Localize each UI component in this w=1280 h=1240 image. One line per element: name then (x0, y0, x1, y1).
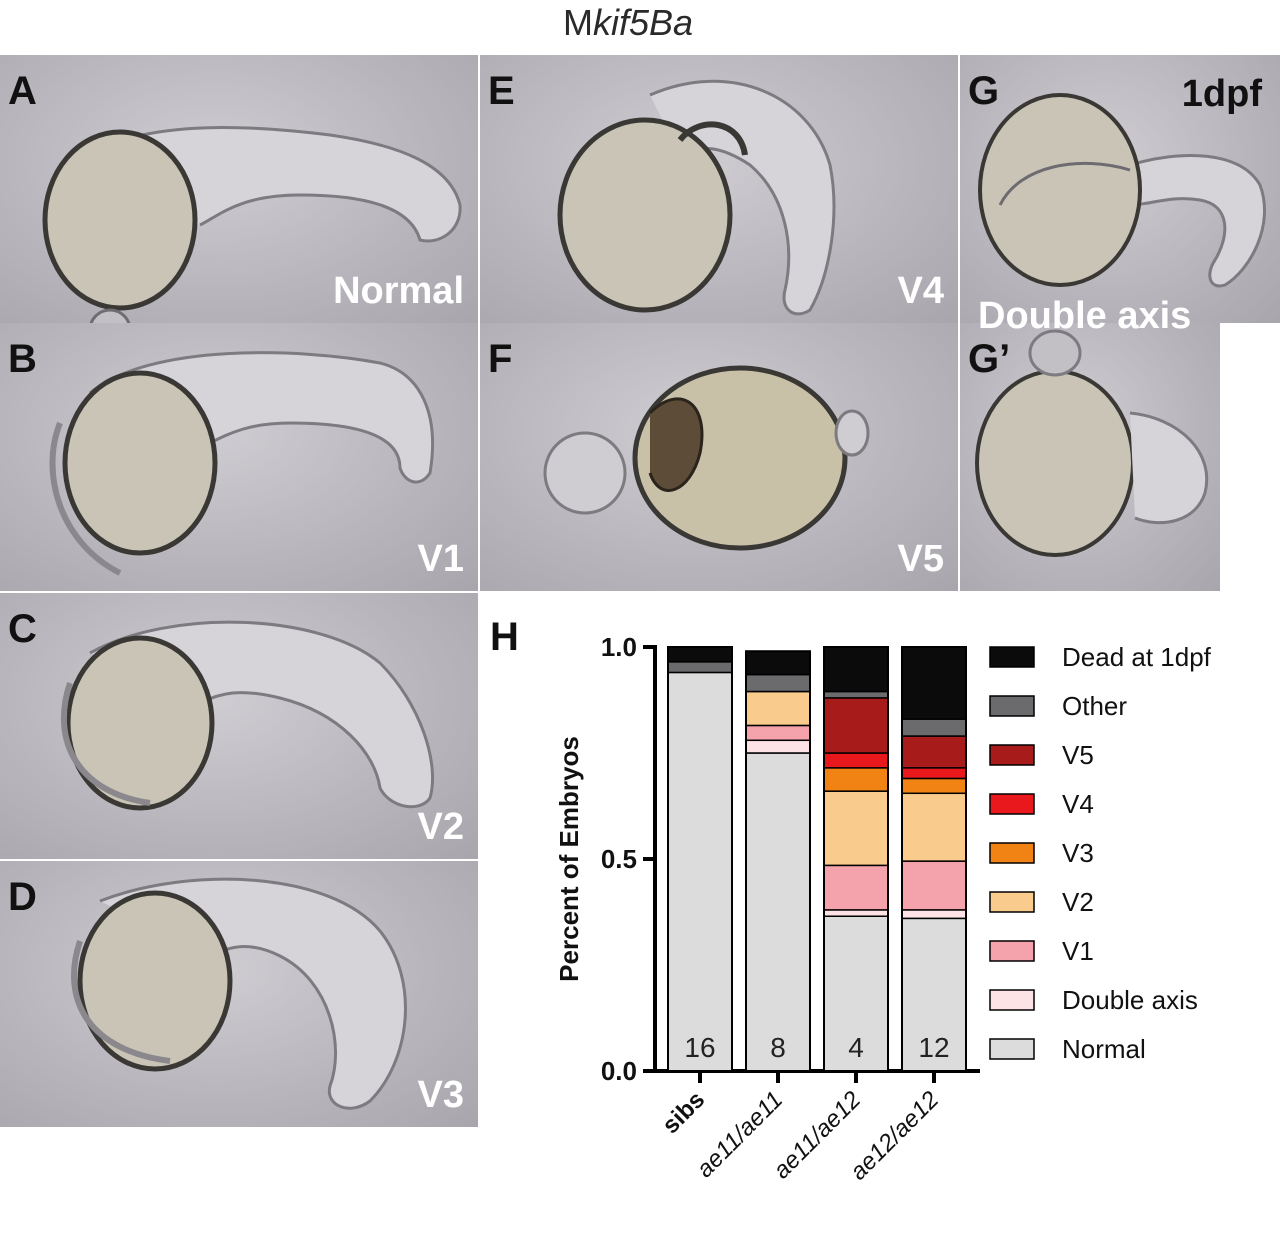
embryo-normal-illustration (42, 125, 462, 323)
legend-swatch (989, 646, 1035, 668)
panel-g-prime-letter: G’ (968, 337, 1011, 381)
panel-a-phenotype: Normal (333, 270, 464, 312)
panel-g-letter: G (968, 69, 1000, 113)
legend-label: V4 (1062, 789, 1094, 819)
legend-swatch (989, 842, 1035, 864)
legend-label: Other (1062, 691, 1127, 721)
y-tick-label: 0.0 (601, 1056, 637, 1086)
bar-segment (745, 724, 811, 742)
bar-segment (667, 646, 733, 663)
legend-label: V2 (1062, 887, 1094, 917)
y-axis-label: Percent of Embryos (554, 736, 584, 982)
legend-swatch (989, 793, 1035, 815)
title-gene: kif5Ba (592, 2, 694, 43)
bar-n-label: 4 (848, 1032, 864, 1063)
legend-swatch (989, 940, 1035, 962)
panel-d-letter: D (8, 875, 37, 919)
embryo-v1-illustration (49, 351, 435, 576)
bar-segment (823, 690, 889, 699)
bar-segment (823, 864, 889, 911)
bar-segment (901, 860, 967, 911)
panel-g-stage: 1dpf (1181, 73, 1262, 115)
bar-segment (823, 752, 889, 769)
panel-b-phenotype: V1 (417, 538, 464, 580)
embryo-v2-illustration (60, 620, 435, 811)
legend-label: Normal (1062, 1034, 1146, 1064)
legend-label: V5 (1062, 740, 1094, 770)
embryo-v4-illustration (557, 79, 836, 316)
legend-label: Dead at 1dpf (1062, 642, 1212, 672)
panel-b-letter: B (8, 337, 37, 381)
panel-e-letter: E (488, 69, 515, 113)
bar-segment (823, 790, 889, 867)
bar-segment (901, 917, 967, 1072)
bar-segment (823, 767, 889, 792)
legend-label: V1 (1062, 936, 1094, 966)
bar-segment (745, 673, 811, 693)
bar-segment (901, 909, 967, 920)
panel-c-image: C V2 (0, 593, 478, 859)
legend-swatch (989, 695, 1035, 717)
legend-label: V3 (1062, 838, 1094, 868)
bar-segment (745, 752, 811, 1072)
panel-f-letter: F (488, 337, 513, 381)
panel-e-phenotype: V4 (897, 270, 944, 312)
x-category-label: sibs (657, 1086, 710, 1139)
legend-swatch (989, 989, 1035, 1011)
legend-swatch (989, 744, 1035, 766)
bar-n-label: 16 (684, 1032, 715, 1063)
panel-d-image: D V3 (0, 861, 478, 1127)
bar-segment (901, 777, 967, 795)
embryo-v3-illustration (71, 877, 407, 1110)
y-tick-label: 1.0 (601, 632, 637, 662)
panel-a-letter: A (8, 69, 37, 113)
panel-g-phenotype: Double axis (978, 295, 1192, 337)
bar-segment (823, 646, 889, 693)
bar-n-label: 12 (918, 1032, 949, 1063)
legend-label: Double axis (1062, 985, 1198, 1015)
bar-segment (901, 792, 967, 862)
chart-panel-letter: H (490, 615, 519, 659)
panel-g-prime-image: G’ (960, 323, 1220, 591)
embryo-double-axis-illustration (978, 93, 1266, 288)
panel-e-image: E V4 (480, 55, 958, 323)
legend-swatch (989, 1038, 1035, 1060)
bar-segment (901, 718, 967, 737)
panel-c-phenotype: V2 (417, 806, 464, 848)
bar-segment (667, 671, 733, 1072)
legend-swatch (989, 891, 1035, 913)
bar-n-label: 8 (770, 1032, 786, 1063)
bar-segment (901, 767, 967, 780)
panel-f-phenotype: V5 (897, 538, 944, 580)
bar-segment (745, 690, 811, 727)
panel-d-phenotype: V3 (417, 1074, 464, 1116)
bar-segment (901, 646, 967, 720)
bar-segment (901, 735, 967, 769)
y-tick-label: 0.5 (601, 844, 637, 874)
panel-b-image: B V1 (0, 323, 478, 591)
bar-segment (667, 661, 733, 674)
panel-a-image: A Normal (0, 55, 478, 323)
panel-g-image: G 1dpf (960, 55, 1280, 323)
embryo-double-axis-dorsal-illustration (975, 329, 1209, 557)
panel-c-letter: C (8, 607, 37, 651)
panel-f-image: F V5 (480, 323, 958, 591)
bar-segment (745, 739, 811, 754)
bar-segment (823, 915, 889, 1072)
title-prefix: M (562, 2, 593, 43)
embryo-v5-illustration (543, 365, 870, 551)
figure-title: Mkif5Ba (0, 2, 1256, 44)
bar-segment (823, 909, 889, 917)
bar-segment (745, 650, 811, 676)
bar-segment (823, 697, 889, 754)
